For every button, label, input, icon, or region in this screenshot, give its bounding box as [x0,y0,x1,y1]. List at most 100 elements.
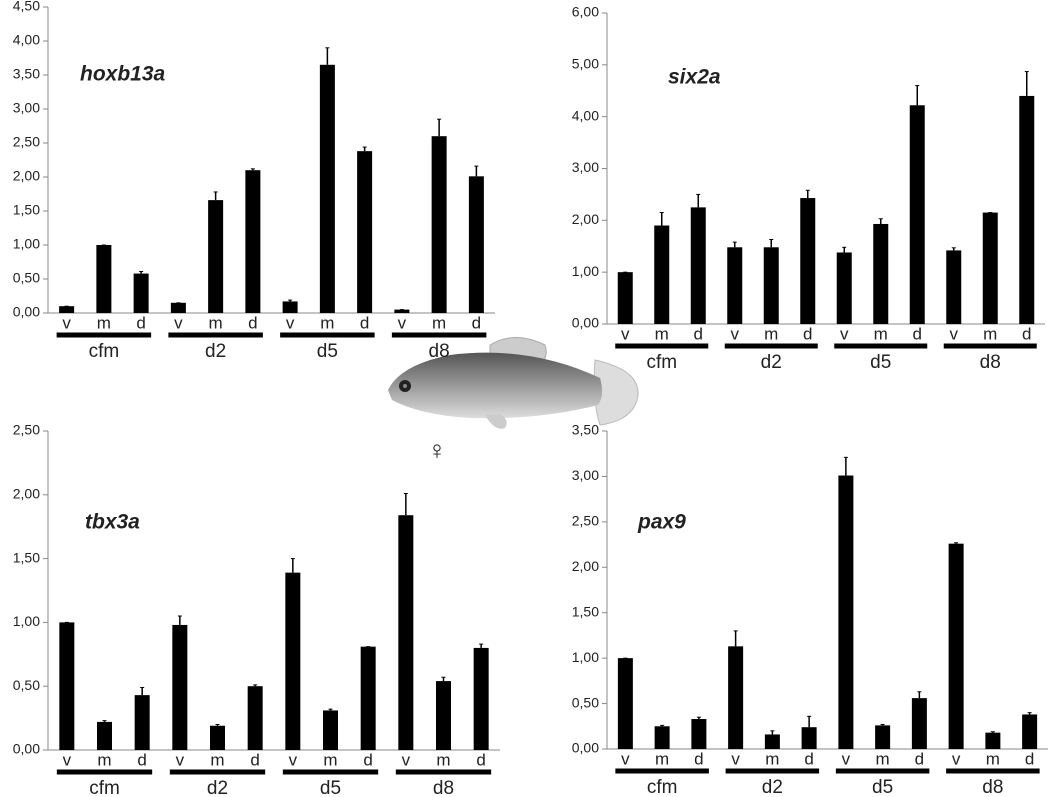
y-tick-label: 1,50 [572,603,599,619]
bar [617,658,633,749]
x-tick-label: v [950,324,959,343]
x-tick-label: v [176,750,185,769]
x-tick-label: d [360,313,369,332]
bar [360,646,376,750]
x-tick-label: m [320,313,334,332]
x-tick-label: d [694,324,703,343]
y-tick-label: 2,00 [572,211,599,227]
x-tick-label: d [248,313,257,332]
chart-title: six2a [668,66,721,89]
y-tick-label: 1,00 [13,236,40,252]
x-tick-label: m [655,324,669,343]
y-tick-label: 2,00 [13,168,40,184]
y-tick-label: 2,50 [13,422,40,438]
x-tick-label: m [97,313,111,332]
group-label: d8 [982,777,1003,797]
y-tick-label: 2,00 [13,486,40,502]
bar [946,250,962,324]
bar [690,207,706,324]
y-tick-label: 2,50 [13,134,40,150]
group-label: d2 [762,777,783,797]
bar [357,151,373,313]
group-label: d5 [320,778,341,797]
y-tick-label: 0,00 [572,740,599,756]
x-tick-label: m [209,313,223,332]
x-tick-label: v [840,324,849,343]
bar [654,726,670,749]
bar [801,727,817,749]
bar [436,681,451,750]
y-tick-label: 0,50 [13,270,40,286]
group-label: d2 [205,341,226,362]
bar [473,647,489,750]
y-tick-label: 1,00 [13,613,40,629]
y-tick-label: 1,00 [572,263,599,279]
chart-title: hoxb13a [80,63,166,86]
x-tick-label: m [323,750,337,769]
bar [431,136,447,313]
bar [982,212,998,324]
group-label: d5 [870,352,891,373]
group-label: cfm [89,341,120,362]
y-tick-label: 1,50 [13,549,40,565]
y-tick-label: 0,00 [13,741,40,757]
y-tick-label: 5,00 [572,56,599,72]
bar [873,223,889,324]
chart-title: pax9 [637,511,686,534]
y-tick-label: 3,50 [572,422,599,438]
bar [134,695,150,750]
group-label: d2 [207,778,228,797]
group-label: cfm [647,777,678,797]
bar [763,247,779,324]
bar [285,572,301,750]
group-label: d8 [433,778,454,797]
y-tick-label: 4,50 [13,0,40,14]
bar [96,245,112,313]
group-label: d8 [429,341,450,362]
x-tick-label: v [731,324,740,343]
bar [911,698,927,749]
bar [59,622,75,750]
x-tick-label: m [210,750,224,769]
y-tick-label: 3,00 [13,100,40,116]
x-tick-label: v [621,324,630,343]
bar [836,252,852,324]
x-tick-label: v [289,750,298,769]
x-tick-label: d [472,313,481,332]
bar [654,225,670,324]
group-label: d5 [317,341,338,362]
bar [909,105,925,324]
fish-illustration [388,337,639,429]
x-tick-label: v [731,749,740,768]
x-tick-label: v [63,750,72,769]
x-tick-label: v [174,313,183,332]
x-tick-label: d [804,749,813,768]
y-tick-label: 0,00 [13,304,40,320]
y-tick-label: 1,00 [572,649,599,665]
x-tick-label: v [621,749,630,768]
chart-title: tbx3a [85,511,140,534]
x-tick-label: m [764,324,778,343]
x-tick-label: m [874,324,888,343]
bar [764,734,780,749]
bar [172,624,188,750]
bar [875,725,891,749]
bar [617,272,633,324]
x-tick-label: m [983,324,997,343]
bar [97,721,112,750]
x-tick-label: v [842,749,851,768]
bar [948,543,964,749]
x-tick-label: d [137,750,146,769]
female-symbol: ♀ [427,435,447,465]
group-label: cfm [646,352,677,373]
x-tick-label: d [476,750,485,769]
bar [691,719,707,749]
bar [247,686,263,750]
x-tick-label: m [655,749,669,768]
y-tick-label: 3,50 [13,66,40,82]
x-tick-label: d [803,324,812,343]
bar [468,176,484,313]
group-label: d8 [980,352,1001,373]
bar [170,302,186,313]
